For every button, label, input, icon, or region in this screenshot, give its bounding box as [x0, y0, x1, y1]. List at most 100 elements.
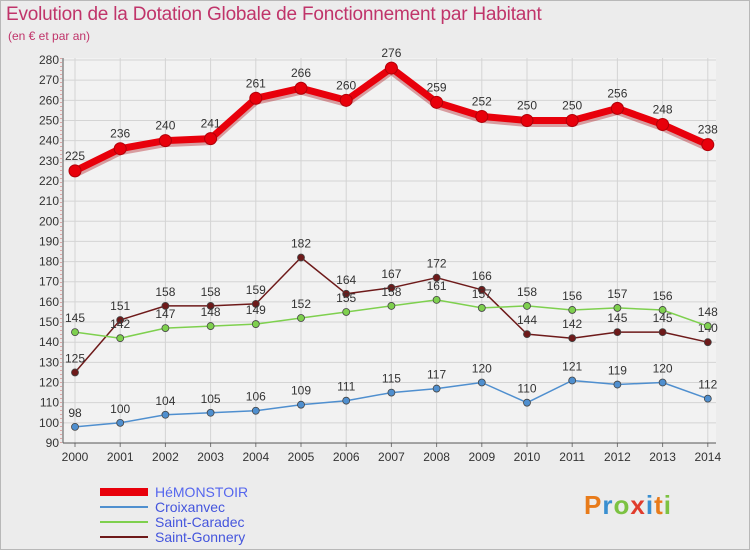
data-label: 161: [427, 279, 447, 293]
y-tick-label: 200: [39, 214, 59, 228]
data-point: [565, 113, 579, 127]
y-tick-label: 180: [39, 255, 59, 269]
y-tick-label: 110: [40, 396, 59, 410]
data-label: 158: [155, 285, 175, 299]
data-label: 157: [607, 287, 627, 301]
data-point: [432, 273, 441, 282]
data-point: [703, 338, 712, 347]
data-label: 250: [517, 98, 537, 112]
data-point: [251, 320, 260, 328]
data-label: 121: [562, 360, 582, 374]
data-label: 109: [291, 384, 311, 398]
data-label: 105: [201, 392, 221, 406]
data-point: [251, 406, 260, 415]
data-label: 151: [110, 299, 130, 313]
legend-label: HéMONSTOIR: [155, 484, 248, 500]
proxiti-logo: Proxiti: [584, 490, 672, 520]
data-label: 115: [382, 372, 401, 386]
y-tick-label: 160: [39, 295, 59, 309]
x-tick-label: 2011: [559, 450, 585, 464]
data-label: 119: [608, 364, 627, 378]
data-point: [342, 308, 351, 316]
data-label: 98: [68, 406, 82, 420]
data-point: [387, 388, 396, 397]
x-tick-label: 2002: [152, 450, 179, 464]
data-point: [477, 304, 486, 312]
data-label: 148: [698, 305, 718, 319]
x-tick-label: 2014: [694, 450, 721, 464]
data-point: [477, 378, 486, 387]
data-label: 106: [246, 390, 266, 404]
data-label: 172: [427, 257, 447, 271]
data-label: 252: [472, 94, 492, 108]
data-point: [206, 322, 215, 330]
data-point: [568, 334, 577, 343]
data-label: 112: [698, 378, 717, 392]
data-label: 250: [562, 98, 582, 112]
data-label: 261: [246, 76, 266, 90]
data-label: 149: [246, 303, 266, 317]
data-label: 104: [155, 394, 175, 408]
data-point: [158, 134, 172, 148]
data-label: 256: [607, 86, 627, 100]
data-point: [432, 384, 441, 393]
x-tick-label: 2006: [333, 450, 360, 464]
data-label: 144: [517, 313, 537, 327]
data-label: 164: [336, 273, 356, 287]
data-point: [342, 289, 351, 298]
data-point: [339, 93, 353, 107]
data-label: 182: [291, 237, 311, 251]
y-tick-label: 120: [39, 376, 59, 390]
x-tick-label: 2007: [378, 450, 405, 464]
y-tick-label: 270: [39, 73, 59, 87]
y-tick-label: 230: [39, 154, 59, 168]
data-label: 148: [201, 305, 221, 319]
data-point: [520, 113, 534, 127]
data-label: 238: [698, 123, 718, 137]
data-label: 276: [381, 46, 401, 60]
x-tick-label: 2004: [242, 450, 269, 464]
data-point: [116, 316, 125, 324]
data-point: [523, 330, 531, 339]
data-point: [161, 302, 170, 310]
data-point: [613, 328, 622, 337]
data-label: 159: [246, 283, 266, 297]
y-tick-label: 220: [39, 174, 59, 188]
chart-subtitle: (en € et par an): [8, 29, 91, 43]
data-point: [568, 376, 577, 385]
data-point: [610, 101, 624, 115]
y-tick-label: 100: [39, 416, 59, 430]
legend-label: Croixanvec: [155, 499, 225, 515]
data-label: 117: [427, 368, 446, 382]
data-point: [68, 164, 82, 178]
data-point: [701, 138, 715, 152]
data-label: 259: [427, 80, 447, 94]
data-point: [294, 81, 308, 95]
data-point: [297, 253, 305, 262]
chart-title: Evolution de la Dotation Globale de Fonc…: [6, 4, 542, 25]
data-label: 166: [472, 269, 492, 283]
y-tick-label: 240: [39, 134, 59, 148]
y-tick-label: 90: [46, 436, 60, 450]
data-label: 145: [65, 311, 85, 325]
data-label: 157: [472, 287, 492, 301]
data-point: [297, 400, 305, 409]
data-label: 158: [201, 285, 221, 299]
data-point: [161, 324, 170, 333]
data-point: [251, 300, 260, 308]
data-point: [116, 334, 125, 343]
data-point: [71, 328, 79, 337]
data-point: [249, 91, 263, 105]
data-point: [71, 368, 79, 377]
data-label: 111: [337, 380, 356, 394]
data-label: 145: [653, 311, 673, 325]
data-point: [432, 295, 441, 304]
data-point: [161, 410, 170, 419]
data-label: 125: [65, 351, 85, 365]
data-label: 167: [381, 267, 401, 281]
data-point: [523, 302, 531, 310]
data-point: [116, 418, 125, 427]
data-label: 241: [201, 117, 221, 131]
y-tick-label: 190: [39, 234, 59, 248]
